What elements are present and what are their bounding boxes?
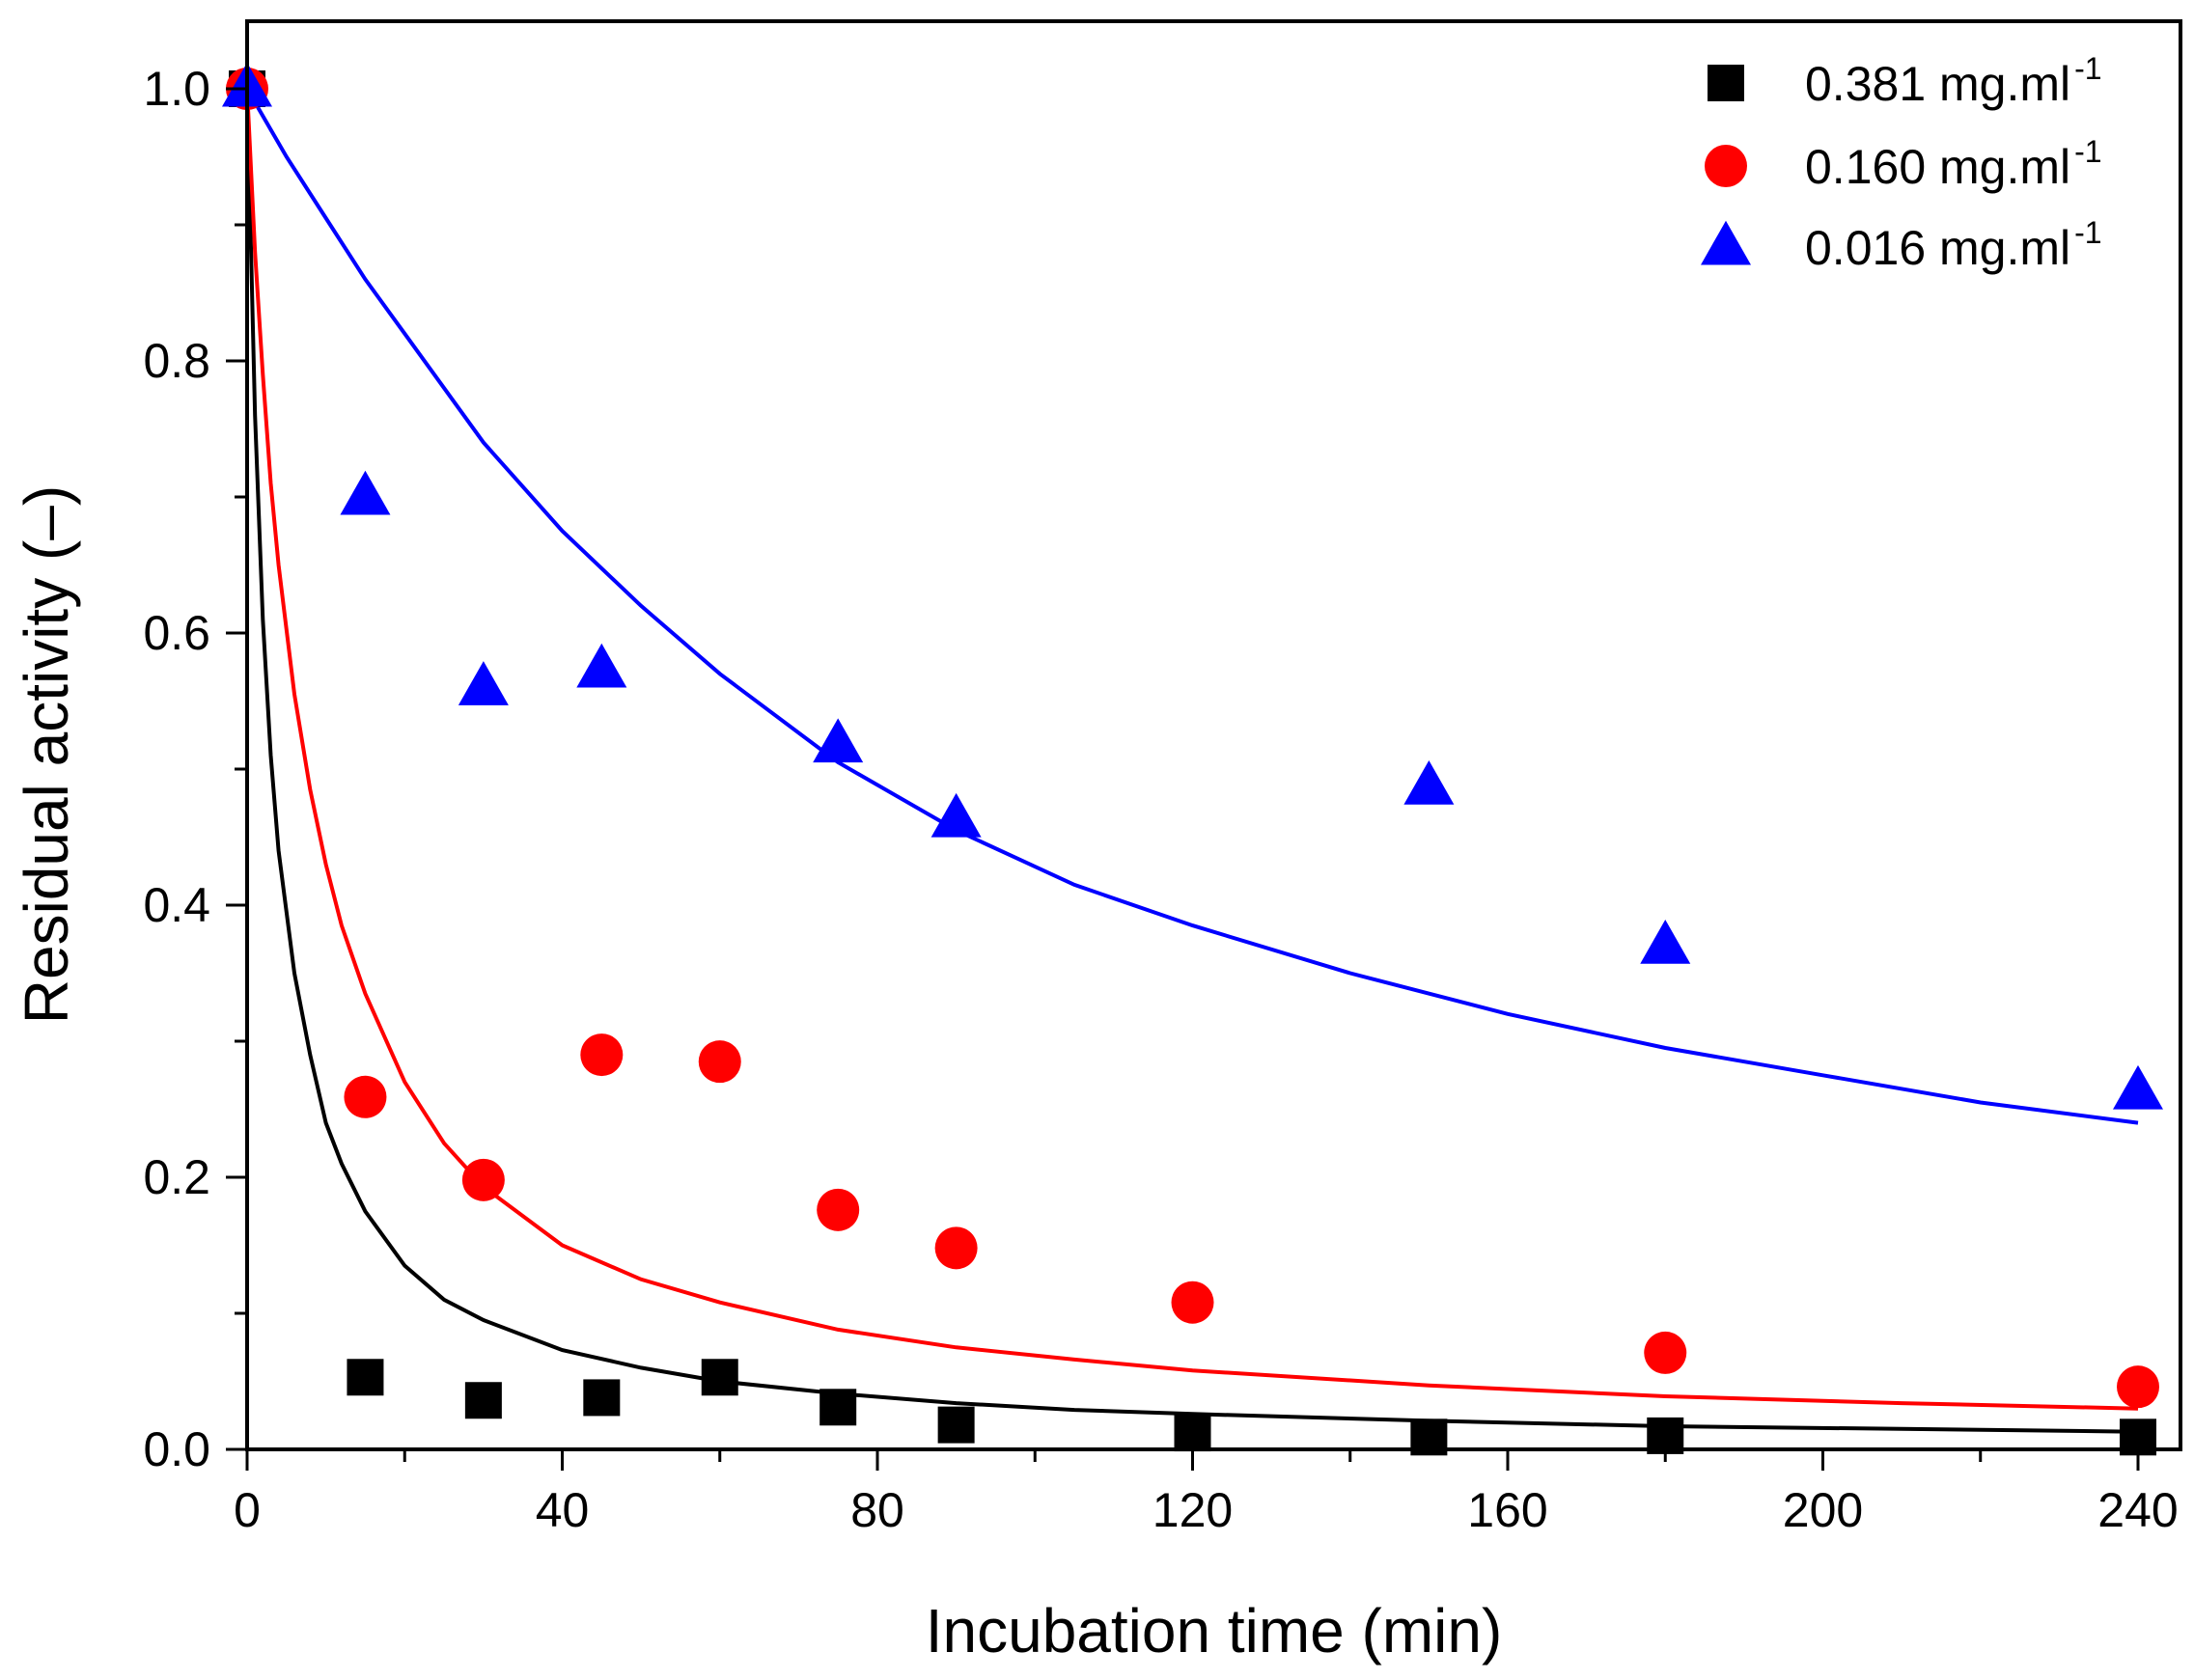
legend-label: 0.381 mg.ml -1 bbox=[1805, 51, 2102, 111]
data-point-circle bbox=[698, 1040, 741, 1084]
x-tick-label: 120 bbox=[1153, 1483, 1233, 1537]
legend-label: 0.016 mg.ml -1 bbox=[1805, 215, 2102, 275]
y-tick-label: 0.0 bbox=[143, 1422, 210, 1476]
y-tick-label: 0.2 bbox=[143, 1150, 210, 1204]
x-tick-label: 80 bbox=[850, 1483, 904, 1537]
legend-label-superscript: -1 bbox=[2074, 134, 2101, 169]
fit-curve bbox=[245, 88, 2139, 1434]
y-tick-label: 0.6 bbox=[143, 606, 210, 660]
data-point-triangle bbox=[340, 470, 391, 515]
legend-label-name: 0.381 mg.ml bbox=[1805, 57, 2070, 111]
data-point-circle bbox=[580, 1033, 624, 1077]
y-tick-label: 0.4 bbox=[143, 878, 210, 932]
data-point-square bbox=[583, 1379, 621, 1417]
legend-label-superscript: -1 bbox=[2074, 215, 2101, 250]
data-point-circle bbox=[817, 1188, 860, 1231]
x-axis-title: Incubation time (min) bbox=[926, 1596, 1503, 1666]
legend-label-superscript: -1 bbox=[2074, 51, 2101, 86]
fit-curves bbox=[245, 87, 2139, 1434]
x-tick-label: 0 bbox=[234, 1483, 261, 1537]
legend-marker-shape bbox=[1708, 65, 1744, 101]
data-point-triangle bbox=[458, 661, 509, 705]
plot-frame bbox=[245, 19, 2182, 1451]
data-point-circle bbox=[934, 1226, 978, 1270]
legend: 0.381 mg.ml -1 0.160 mg.ml -1 0.016 mg.ml -… bbox=[1701, 51, 2102, 275]
data-point-square bbox=[347, 1359, 384, 1396]
legend-marker-square bbox=[1708, 65, 1744, 101]
data-point-triangle bbox=[930, 792, 982, 838]
y-tick-label: 1.0 bbox=[143, 62, 210, 116]
data-point-circle bbox=[1644, 1331, 1687, 1374]
legend-label-name: 0.016 mg.ml bbox=[1805, 221, 2070, 275]
tick-labels: 0 40 80 120 160 200 240 0.0 0.2 0.4 0.6 0.8 1.0 bbox=[143, 62, 2178, 1537]
data-point-square bbox=[701, 1359, 738, 1396]
data-point-circle bbox=[461, 1158, 505, 1201]
legend-label-name: 0.160 mg.ml bbox=[1805, 140, 2070, 194]
legend-marker-shape bbox=[1701, 220, 1751, 265]
data-point-square bbox=[1174, 1415, 1211, 1452]
data-point-circle bbox=[1171, 1281, 1214, 1324]
x-tick-label: 160 bbox=[1467, 1483, 1547, 1537]
data-point-triangle bbox=[2113, 1064, 2163, 1110]
y-axis-title: Residual activity (–) bbox=[12, 485, 81, 1024]
data-point-triangle bbox=[1640, 920, 1691, 964]
y-tick-label: 0.8 bbox=[143, 334, 210, 388]
legend-marker-shape bbox=[1705, 145, 1747, 187]
legend-marker-triangle bbox=[1701, 220, 1751, 265]
axis-ticks bbox=[226, 87, 2140, 1471]
data-point-circle bbox=[344, 1075, 387, 1118]
legend-entry-0: 0.381 mg.ml -1 bbox=[1708, 51, 2102, 111]
data-markers bbox=[222, 62, 2163, 1456]
data-point-triangle bbox=[1403, 760, 1455, 805]
data-point-triangle bbox=[576, 643, 627, 688]
data-point-square bbox=[937, 1406, 975, 1444]
fit-curve bbox=[245, 88, 2139, 1411]
x-tick-label: 200 bbox=[1783, 1483, 1863, 1537]
x-tick-label: 240 bbox=[2097, 1483, 2178, 1537]
legend-marker-circle bbox=[1705, 145, 1747, 187]
data-point-triangle bbox=[813, 718, 864, 763]
data-point-circle bbox=[2117, 1365, 2159, 1409]
legend-entry-2: 0.016 mg.ml -1 bbox=[1701, 215, 2102, 275]
legend-label: 0.160 mg.ml -1 bbox=[1805, 134, 2102, 194]
data-point-square bbox=[464, 1382, 502, 1419]
x-tick-label: 40 bbox=[536, 1483, 590, 1537]
data-point-square bbox=[819, 1389, 857, 1426]
legend-entry-1: 0.160 mg.ml -1 bbox=[1705, 134, 2102, 194]
